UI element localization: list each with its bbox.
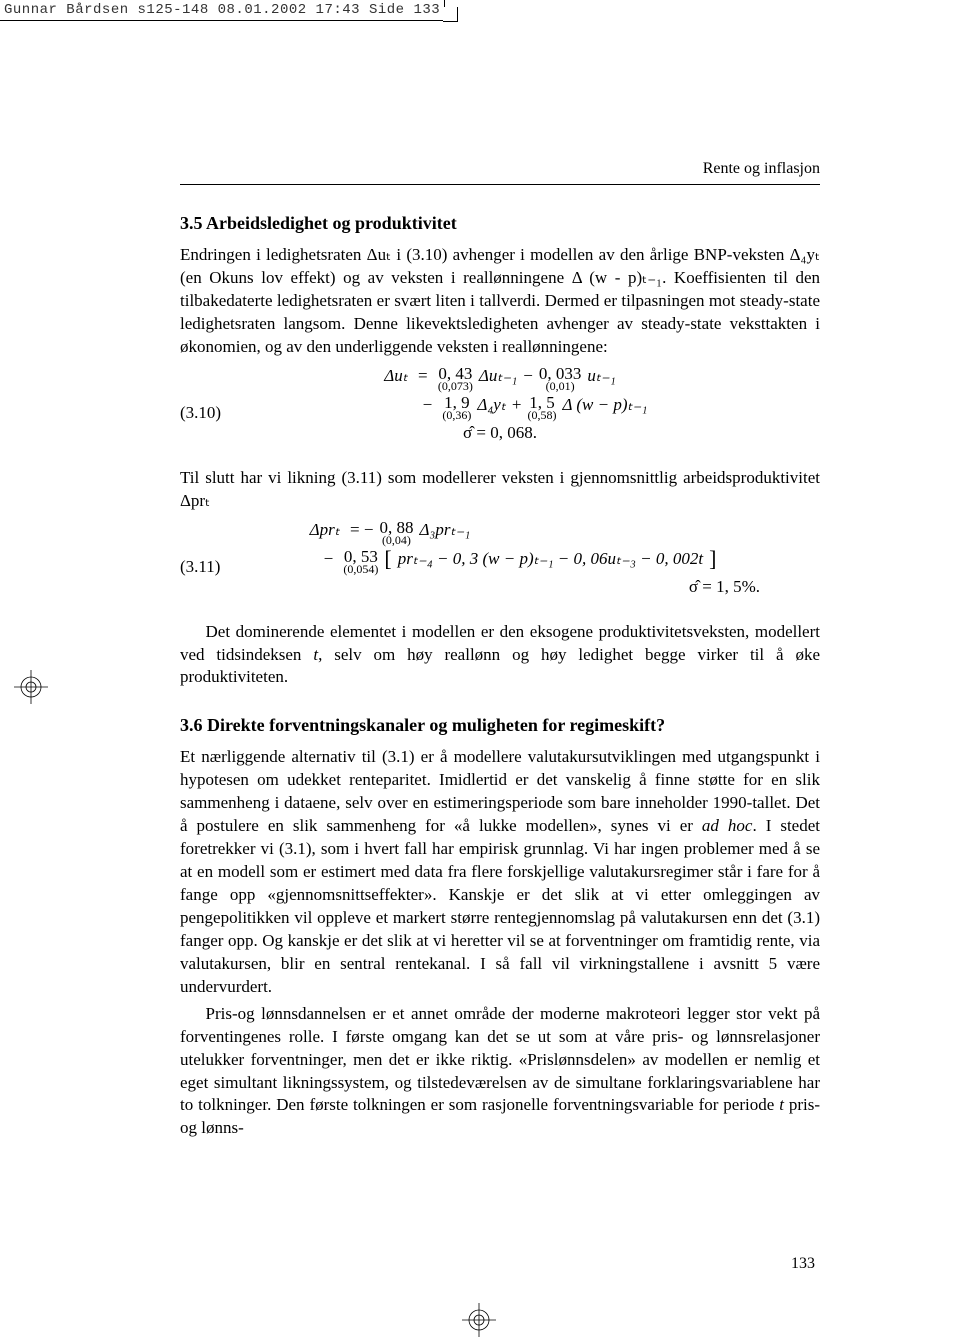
eq-op: − xyxy=(324,548,338,569)
section-3-6-para2: Pris-og lønnsdannelsen er et annet områd… xyxy=(180,1003,820,1141)
eq-var: Δuₜ₋₁ xyxy=(479,365,517,386)
equation-row: − 1, 9 (0,36) Δ₄yₜ + 1, 5 (0,58) Δ (w − … xyxy=(180,394,820,421)
eq-op: − xyxy=(523,365,533,386)
eq-term: 1, 5 (0,58) xyxy=(527,394,556,421)
equation-3-11: (3.11) Δprₜ = − 0, 88 (0,04) Δ₃prₜ₋₁ − 0… xyxy=(180,519,820,615)
section-3-5-para2: Til slutt har vi likning (3.11) som mode… xyxy=(180,467,820,513)
equation-row: Δprₜ = − 0, 88 (0,04) Δ₃prₜ₋₁ xyxy=(180,519,820,546)
eq-sigma: σ̂ = 0, 068. xyxy=(180,423,820,443)
header-rule xyxy=(180,184,820,185)
eq-se: (0,58) xyxy=(527,409,556,421)
section-3-5-para3: Det dominerende elementet i modellen er … xyxy=(180,621,820,690)
eq-term: 0, 53 (0,054) xyxy=(343,548,378,575)
eq-sigma: σ̂ = 1, 5%. xyxy=(180,577,820,597)
eq-op: − xyxy=(423,394,437,415)
eq-op: = xyxy=(414,365,432,386)
bracket-open-icon: [ xyxy=(384,548,391,570)
print-job-header: Gunnar Bårdsen s125-148 08.01.2002 17:43… xyxy=(0,0,445,21)
eq-se: (0,36) xyxy=(442,409,471,421)
equation-row: − 0, 53 (0,054) [ prₜ₋₄ − 0, 3 (w − p)ₜ₋… xyxy=(180,548,820,575)
equation-row: Δuₜ = 0, 43 (0,073) Δuₜ₋₁ − 0, 033 (0,01… xyxy=(180,365,820,392)
registration-mark-left xyxy=(14,670,48,704)
page-number: 133 xyxy=(791,1255,815,1273)
equation-3-10: (3.10) Δuₜ = 0, 43 (0,073) Δuₜ₋₁ − 0, 03… xyxy=(180,365,820,461)
section-3-5-para1: Endringen i ledighetsraten Δuₜ i (3.10) … xyxy=(180,244,820,359)
registration-mark-bottom xyxy=(462,1303,496,1337)
print-job-text: Gunnar Bårdsen s125-148 08.01.2002 17:43… xyxy=(4,2,440,18)
bracket-close-icon: ] xyxy=(709,548,716,570)
eq-var: Δ₄yₜ xyxy=(477,394,505,415)
eq-bracket-inner: prₜ₋₄ − 0, 3 (w − p)ₜ₋₁ − 0, 06uₜ₋₃ − 0,… xyxy=(398,548,703,569)
eq-var: uₜ₋₁ xyxy=(587,365,615,386)
eq-term: 1, 9 (0,36) xyxy=(442,394,471,421)
section-3-6-title: 3.6 Direkte forventningskanaler og mulig… xyxy=(180,715,820,736)
page: Gunnar Bårdsen s125-148 08.01.2002 17:43… xyxy=(0,0,960,1343)
running-head: Rente og inflasjon xyxy=(180,160,820,178)
eq-op: = − xyxy=(346,519,374,540)
equation-number: (3.10) xyxy=(180,403,221,423)
eq-term: 0, 033 (0,01) xyxy=(539,365,582,392)
print-header-flap xyxy=(443,7,458,22)
section-3-6-para1: Et nærliggende alternativ til (3.1) er å… xyxy=(180,746,820,998)
eq-lhs: Δprₜ xyxy=(310,519,340,540)
eq-var: Δ₃prₜ₋₁ xyxy=(419,519,470,540)
text-column: Rente og inflasjon 3.5 Arbeidsledighet o… xyxy=(180,160,820,1144)
eq-se: (0,01) xyxy=(546,380,575,392)
section-3-5-title: 3.5 Arbeidsledighet og produktivitet xyxy=(180,213,820,234)
eq-se: (0,04) xyxy=(382,534,411,546)
eq-term: 0, 88 (0,04) xyxy=(379,519,413,546)
eq-lhs: Δuₜ xyxy=(384,365,408,386)
eq-term: 0, 43 (0,073) xyxy=(438,365,473,392)
equation-number: (3.11) xyxy=(180,557,220,577)
eq-se: (0,073) xyxy=(438,380,473,392)
eq-op: + xyxy=(512,394,522,415)
eq-se: (0,054) xyxy=(343,563,378,575)
eq-var: Δ (w − p)ₜ₋₁ xyxy=(562,394,647,415)
